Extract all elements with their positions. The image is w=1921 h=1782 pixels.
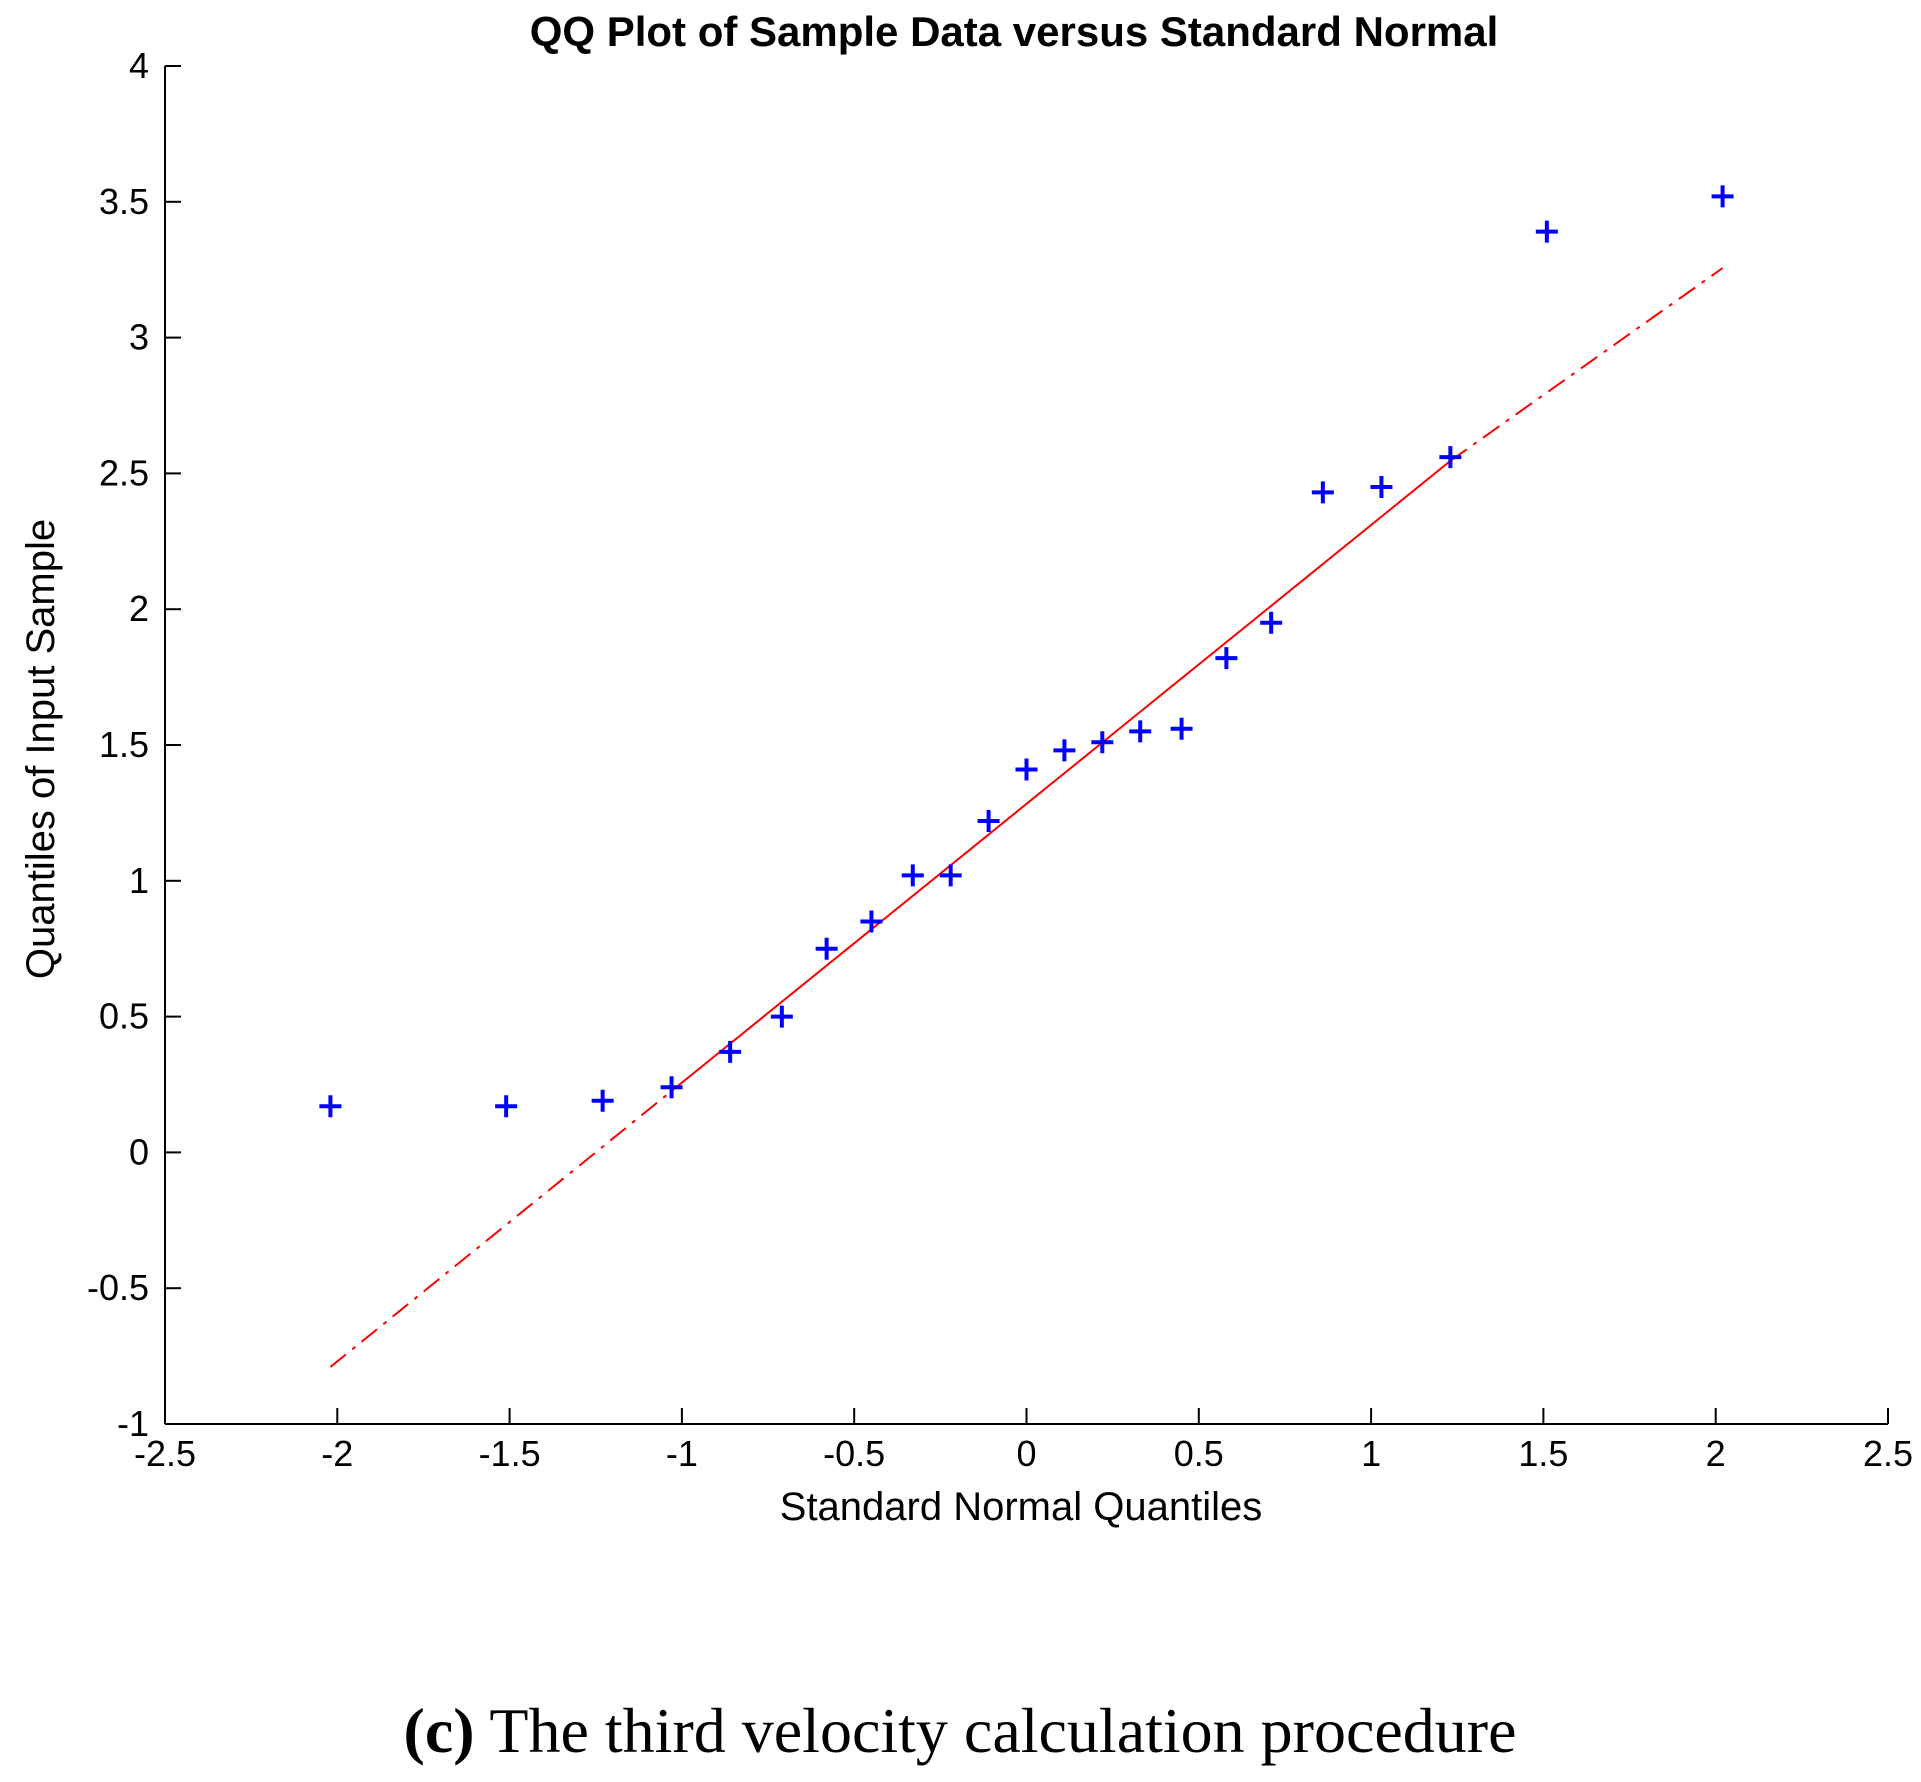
reference-line [329, 267, 1724, 1368]
data-point [319, 1095, 342, 1118]
y-tick-label: 4 [129, 45, 149, 86]
y-tick-label: 2 [129, 588, 149, 629]
data-point [901, 864, 924, 887]
data-point [1311, 481, 1334, 504]
x-tick-label: 0.5 [1174, 1433, 1224, 1474]
x-tick-label: -1.5 [479, 1433, 541, 1474]
y-tick-label: 2.5 [99, 452, 149, 493]
figure-caption: (c) The third velocity calculation proce… [404, 1695, 1517, 1766]
data-point [1215, 647, 1238, 670]
data-point [1535, 220, 1558, 243]
y-tick-labels: -1 -0.5 0 0.5 1 1.5 2 2.5 3 3.5 4 [87, 45, 149, 1444]
x-tick-label: 1.5 [1518, 1433, 1568, 1474]
x-tick-label: 0 [1016, 1433, 1036, 1474]
reference-line-dashdot [1449, 267, 1724, 462]
y-tick-label: 3.5 [99, 181, 149, 222]
x-tick-label: -2 [321, 1433, 353, 1474]
x-tick-label: 2 [1706, 1433, 1726, 1474]
data-point [719, 1040, 742, 1063]
data-point [1439, 446, 1462, 469]
caption-tag: (c) [404, 1695, 475, 1766]
data-point [1170, 717, 1193, 740]
y-tick-label: 0 [129, 1131, 149, 1172]
x-tick-label: 1 [1361, 1433, 1381, 1474]
y-tick-label: 0.5 [99, 996, 149, 1037]
data-point [1053, 739, 1076, 762]
data-point [660, 1076, 683, 1099]
data-point [815, 937, 838, 960]
tick-marks [164, 65, 1889, 1425]
chart-title: QQ Plot of Sample Data versus Standard N… [530, 8, 1499, 55]
x-tick-label: -0.5 [823, 1433, 885, 1474]
reference-line-solid [670, 460, 1451, 1092]
data-point [1711, 185, 1734, 208]
caption-text: The third velocity calculation procedure [475, 1695, 1517, 1766]
x-tick-labels: -2.5 -2 -1.5 -1 -0.5 0 0.5 1 1.5 2 2.5 [134, 1433, 1913, 1474]
x-tick-label: -1 [666, 1433, 698, 1474]
data-point [1370, 475, 1393, 498]
data-point [977, 810, 1000, 833]
data-point [939, 864, 962, 887]
x-tick-label: 2.5 [1863, 1433, 1913, 1474]
data-points [319, 185, 1734, 1118]
data-point [1260, 611, 1283, 634]
data-point [770, 1005, 793, 1028]
y-tick-label: -0.5 [87, 1267, 149, 1308]
data-point [1015, 758, 1038, 781]
axes [164, 66, 1888, 1425]
y-tick-label: 1 [129, 860, 149, 901]
y-tick-label: -1 [117, 1403, 149, 1444]
data-point [1129, 720, 1152, 743]
data-point [495, 1095, 518, 1118]
data-point [860, 910, 883, 933]
y-tick-label: 3 [129, 317, 149, 358]
y-tick-label: 1.5 [99, 724, 149, 765]
x-axis-label: Standard Normal Quantiles [780, 1485, 1262, 1529]
y-axis-label: Quantiles of Input Sample [19, 519, 63, 979]
data-point [1091, 731, 1114, 754]
reference-line-dashdot [329, 1090, 673, 1368]
data-point [591, 1089, 614, 1112]
x-tick-label: -2.5 [134, 1433, 196, 1474]
